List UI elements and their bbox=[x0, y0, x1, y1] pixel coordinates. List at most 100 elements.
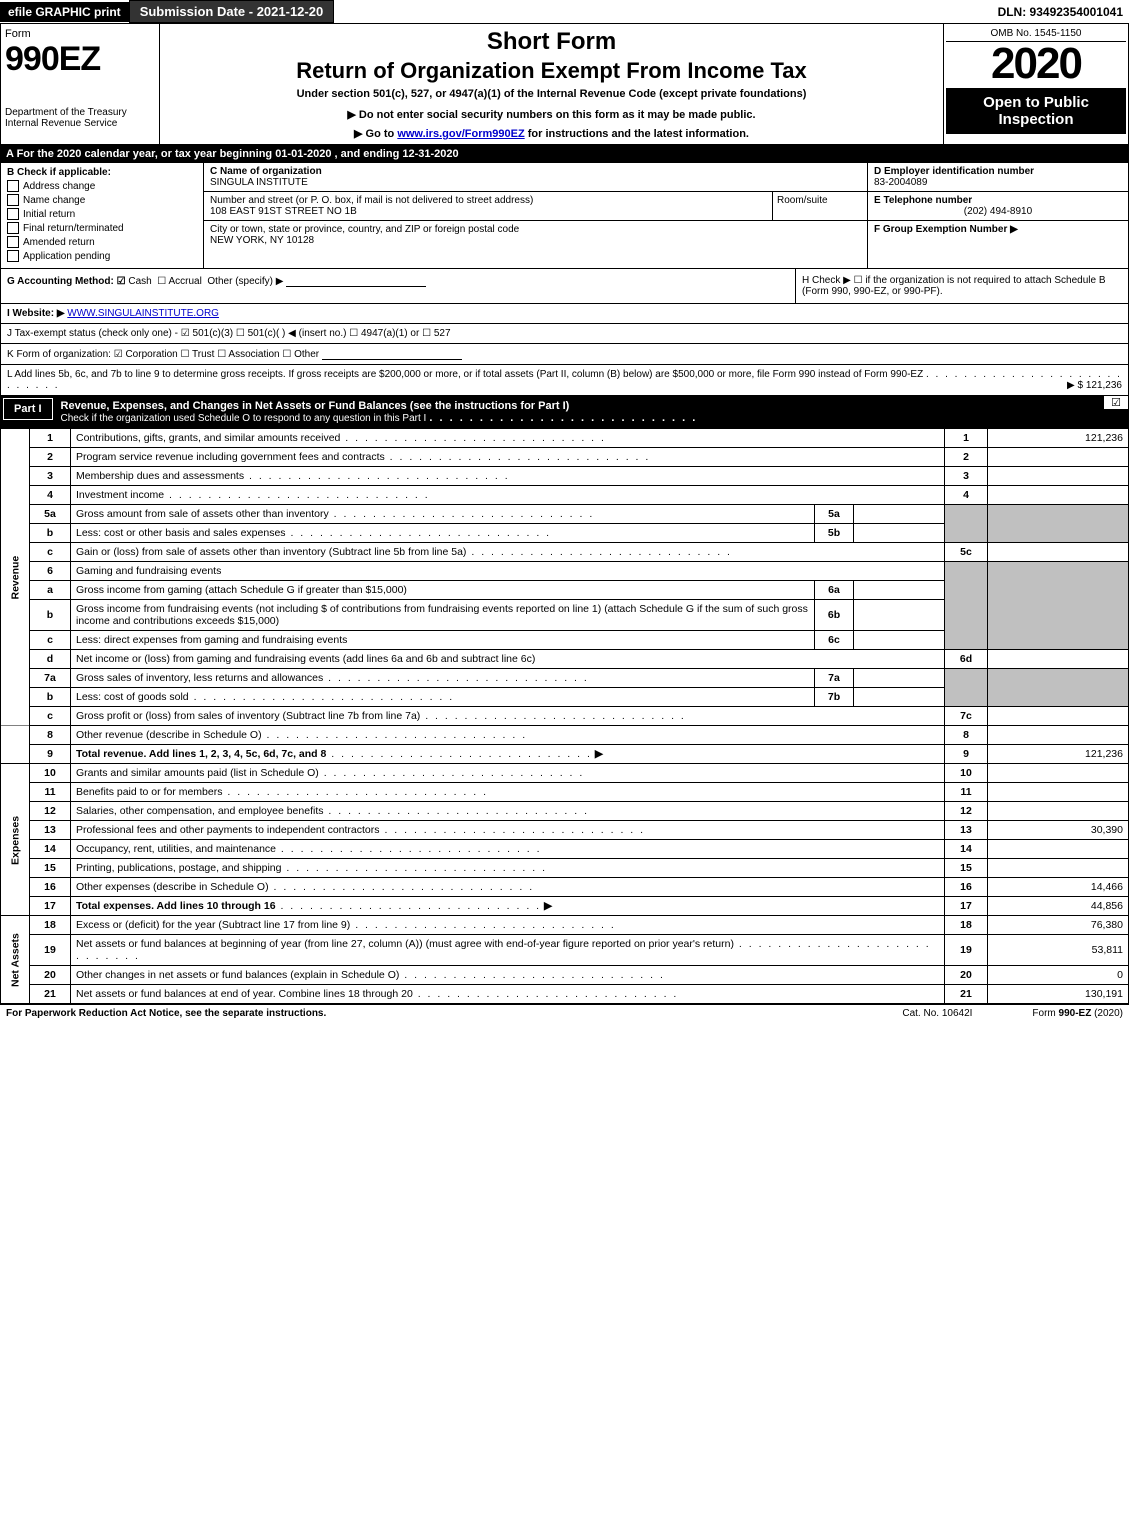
checkbox-final-return[interactable] bbox=[7, 222, 19, 234]
line-19-amt: 53,811 bbox=[988, 935, 1129, 966]
line-7-refshade bbox=[945, 669, 988, 707]
street-value: 108 EAST 91ST STREET NO 1B bbox=[210, 206, 357, 217]
d-ein-label: D Employer identification number bbox=[874, 166, 1034, 177]
line-16-num: 16 bbox=[30, 878, 71, 897]
line-9-arrow: ▶ bbox=[595, 748, 603, 760]
checkbox-application-pending[interactable] bbox=[7, 250, 19, 262]
line-6c-subamt bbox=[854, 631, 945, 650]
line-2-ref: 2 bbox=[945, 448, 988, 467]
part-1-subtitle: Check if the organization used Schedule … bbox=[61, 413, 427, 424]
line-5c-num: c bbox=[30, 543, 71, 562]
box-b-header: B Check if applicable: bbox=[7, 167, 197, 178]
part-1-title: Revenue, Expenses, and Changes in Net As… bbox=[61, 400, 570, 412]
line-18-amt: 76,380 bbox=[988, 916, 1129, 935]
h-text: H Check ▶ ☐ if the organization is not r… bbox=[802, 275, 1106, 297]
line-15-amt bbox=[988, 859, 1129, 878]
line-16-ref: 16 bbox=[945, 878, 988, 897]
line-4-ref: 4 bbox=[945, 486, 988, 505]
checkbox-amended-return[interactable] bbox=[7, 236, 19, 248]
line-17-amt: 44,856 bbox=[988, 897, 1129, 916]
row-l: L Add lines 5b, 6c, and 7b to line 9 to … bbox=[0, 365, 1129, 396]
line-8-num: 8 bbox=[30, 726, 71, 745]
line-7a-subamt bbox=[854, 669, 945, 688]
line-17-arrow: ▶ bbox=[544, 900, 552, 912]
website-link[interactable]: WWW.SINGULAINSTITUTE.ORG bbox=[67, 308, 219, 319]
department-label: Department of the Treasury bbox=[5, 107, 155, 118]
line-12-amt bbox=[988, 802, 1129, 821]
application-pending-label: Application pending bbox=[23, 251, 110, 262]
line-1-num: 1 bbox=[30, 429, 71, 448]
row-k: K Form of organization: ☑ Corporation ☐ … bbox=[0, 344, 1129, 365]
line-20-amt: 0 bbox=[988, 966, 1129, 985]
submission-date-label: Submission Date - 2021-12-20 bbox=[129, 0, 335, 23]
line-7a-text: Gross sales of inventory, less returns a… bbox=[76, 672, 323, 684]
line-5a-subamt bbox=[854, 505, 945, 524]
goto-row: ▶ Go to www.irs.gov/Form990EZ for instru… bbox=[166, 127, 937, 140]
checkbox-initial-return[interactable] bbox=[7, 208, 19, 220]
line-14-amt bbox=[988, 840, 1129, 859]
room-suite-label: Room/suite bbox=[777, 195, 828, 206]
line-6d-text: Net income or (loss) from gaming and fun… bbox=[76, 653, 535, 665]
checkbox-address-change[interactable] bbox=[7, 180, 19, 192]
line-6d-ref: 6d bbox=[945, 650, 988, 669]
initial-return-label: Initial return bbox=[23, 209, 75, 220]
line-3-num: 3 bbox=[30, 467, 71, 486]
line-6a-num: a bbox=[30, 581, 71, 600]
line-5a-text: Gross amount from sale of assets other t… bbox=[76, 508, 329, 520]
line-15-num: 15 bbox=[30, 859, 71, 878]
line-18-ref: 18 bbox=[945, 916, 988, 935]
line-6a-sub: 6a bbox=[815, 581, 854, 600]
line-10-ref: 10 bbox=[945, 764, 988, 783]
short-form-title: Short Form bbox=[166, 28, 937, 56]
line-18-text: Excess or (deficit) for the year (Subtra… bbox=[76, 919, 350, 931]
line-5b-subamt bbox=[854, 524, 945, 543]
line-5c-amt bbox=[988, 543, 1129, 562]
line-1-ref: 1 bbox=[945, 429, 988, 448]
line-8-ref: 8 bbox=[945, 726, 988, 745]
line-9-amt: 121,236 bbox=[988, 745, 1129, 764]
part-1-header: Part I Revenue, Expenses, and Changes in… bbox=[0, 396, 1129, 429]
side-label-netassets: Net Assets bbox=[1, 916, 30, 1004]
row-h: H Check ▶ ☐ if the organization is not r… bbox=[795, 269, 1128, 303]
line-3-text: Membership dues and assessments bbox=[76, 470, 244, 482]
line-7c-amt bbox=[988, 707, 1129, 726]
irs-label: Internal Revenue Service bbox=[5, 118, 155, 129]
line-7a-sub: 7a bbox=[815, 669, 854, 688]
g-other-blank[interactable] bbox=[286, 275, 426, 287]
side-label-revenue: Revenue bbox=[1, 429, 30, 726]
k-text: K Form of organization: ☑ Corporation ☐ … bbox=[7, 349, 319, 360]
line-14-num: 14 bbox=[30, 840, 71, 859]
line-7c-text: Gross profit or (loss) from sales of inv… bbox=[76, 710, 420, 722]
l-amount: ▶ $ 121,236 bbox=[1067, 380, 1122, 391]
name-change-label: Name change bbox=[23, 195, 85, 206]
city-label: City or town, state or province, country… bbox=[210, 224, 519, 235]
efile-print-label[interactable]: efile GRAPHIC print bbox=[0, 2, 129, 22]
line-9-num: 9 bbox=[30, 745, 71, 764]
line-18-num: 18 bbox=[30, 916, 71, 935]
info-grid: B Check if applicable: Address change Na… bbox=[0, 163, 1129, 269]
goto-link[interactable]: www.irs.gov/Form990EZ bbox=[397, 128, 524, 140]
form-number: 990EZ bbox=[5, 40, 155, 79]
g-cash: Cash bbox=[128, 276, 151, 287]
line-13-num: 13 bbox=[30, 821, 71, 840]
paperwork-notice: For Paperwork Reduction Act Notice, see … bbox=[6, 1008, 902, 1019]
line-6b-sub: 6b bbox=[815, 600, 854, 631]
header-center: Short Form Return of Organization Exempt… bbox=[160, 24, 943, 144]
line-2-text: Program service revenue including govern… bbox=[76, 451, 385, 463]
part-1-title-wrap: Revenue, Expenses, and Changes in Net As… bbox=[55, 396, 1103, 428]
line-12-ref: 12 bbox=[945, 802, 988, 821]
checkbox-name-change[interactable] bbox=[7, 194, 19, 206]
k-other-blank[interactable] bbox=[322, 348, 462, 360]
line-16-amt: 14,466 bbox=[988, 878, 1129, 897]
header-right: OMB No. 1545-1150 2020 Open to Public In… bbox=[943, 24, 1128, 144]
line-4-text: Investment income bbox=[76, 489, 164, 501]
line-5b-num: b bbox=[30, 524, 71, 543]
line-7c-num: c bbox=[30, 707, 71, 726]
line-5-refshade bbox=[945, 505, 988, 543]
box-b: B Check if applicable: Address change Na… bbox=[1, 163, 204, 268]
line-10-text: Grants and similar amounts paid (list in… bbox=[76, 767, 319, 779]
e-phone-value: (202) 494-8910 bbox=[874, 206, 1122, 217]
final-return-label: Final return/terminated bbox=[23, 223, 124, 234]
line-3-amt bbox=[988, 467, 1129, 486]
line-1-text: Contributions, gifts, grants, and simila… bbox=[76, 432, 340, 444]
